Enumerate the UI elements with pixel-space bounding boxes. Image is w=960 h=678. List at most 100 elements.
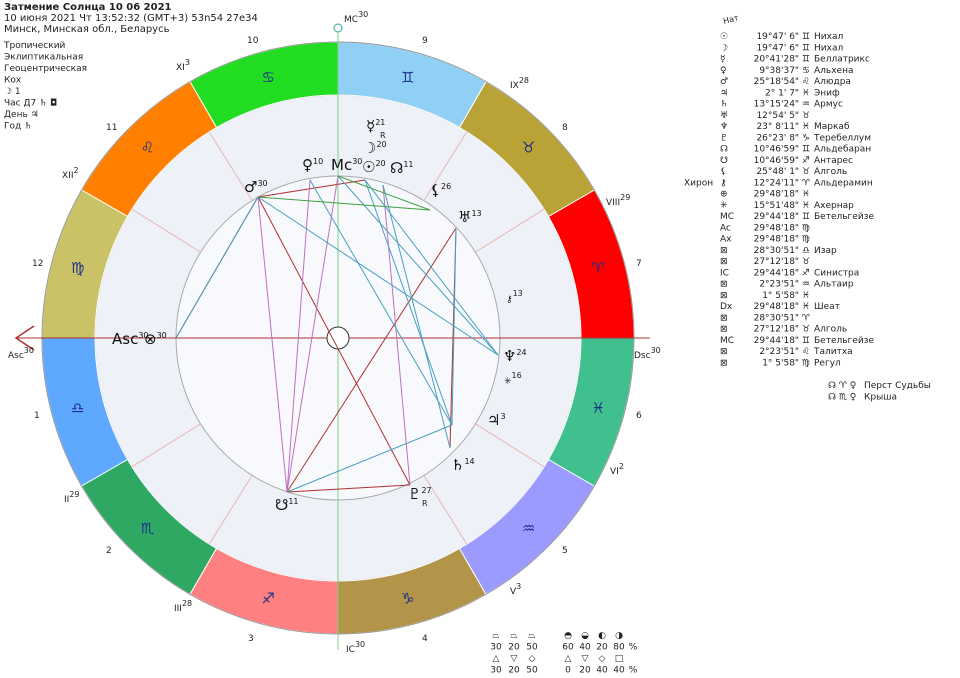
- row-position: 1° 5'58" ♓: [762, 291, 810, 301]
- row-position: 29°44'18" ♊: [754, 212, 810, 222]
- house-degree: 3: [516, 582, 521, 591]
- row-position: 12°24'11" ♈: [754, 178, 811, 188]
- stat-cell: 0: [565, 666, 571, 676]
- row-position: 27°12'18" ♉: [754, 257, 810, 267]
- house-cusp: [131, 423, 201, 468]
- sign-glyph: ♉: [522, 138, 535, 156]
- row-symbol: ♆: [720, 122, 728, 132]
- house-label: 11: [106, 123, 117, 133]
- house-label: 3: [248, 634, 254, 644]
- row-star: Альдерамин: [814, 178, 873, 188]
- row-star: Синистра: [814, 268, 859, 278]
- row-position: 2°23'51" ♌: [759, 347, 810, 357]
- row-star: Нихал: [814, 32, 843, 42]
- title: Затмение Солнца 10 06 2021: [4, 2, 172, 13]
- row-position: 29°48'18" ♓: [754, 302, 810, 312]
- row-position: 25°18'54" ♌: [754, 77, 810, 87]
- house-number: 2: [106, 546, 112, 556]
- row-star: Армус: [814, 100, 843, 110]
- planet-glyph: ✳: [504, 377, 512, 387]
- row-position: 20°41'28" ♊: [754, 55, 810, 65]
- planet-degree: 30: [257, 179, 267, 188]
- house-number: 5: [562, 546, 568, 556]
- row-symbol: Ac: [720, 223, 731, 233]
- stat-cell: ◇: [599, 654, 606, 664]
- aspect-line: [451, 227, 457, 426]
- row-star: Алголь: [814, 325, 847, 335]
- planet-label: ♂30: [244, 178, 268, 196]
- row-star: Талитха: [813, 347, 853, 357]
- planet-glyph: Asc: [112, 330, 138, 348]
- house-number: 12: [32, 259, 43, 269]
- house-label: 10: [247, 36, 259, 46]
- house-label: II29: [64, 490, 80, 505]
- house-label: MC30: [344, 10, 368, 25]
- house-number: Asc: [8, 351, 24, 361]
- planet-glyph: ♄: [451, 456, 464, 474]
- row-symbol: ⊕: [720, 190, 728, 200]
- stat-cell: %: [629, 666, 638, 676]
- planet-label: ☊11: [390, 159, 414, 177]
- setting: Час Д7 ♄ ◘: [4, 99, 57, 109]
- row-symbol: ⊠: [720, 325, 728, 335]
- row-star: Шеат: [814, 302, 840, 312]
- stat-cell: 20: [508, 666, 520, 676]
- planet-degree: 11: [403, 160, 413, 169]
- house-cusp: [475, 423, 545, 468]
- planet-label: ♃3: [487, 411, 506, 429]
- setting: Тропический: [3, 41, 66, 51]
- row-symbol: IC: [720, 268, 729, 278]
- planet-label: ⚷13: [506, 289, 523, 305]
- planet-degree: 30: [157, 331, 167, 340]
- row-star: Бетельгейзе: [814, 212, 874, 222]
- house-number: Dsc: [634, 351, 651, 361]
- stat-cell: 20: [508, 643, 520, 653]
- house-label: 4: [422, 634, 428, 644]
- sign-glyph: ♎: [71, 399, 84, 417]
- aspect-line: [382, 184, 411, 486]
- row-star: Алюдра: [814, 77, 851, 87]
- row-symbol: ✳: [720, 201, 728, 211]
- planet-label: ✳16: [504, 371, 522, 387]
- house-label: III28: [174, 599, 192, 614]
- house-number: 7: [636, 259, 642, 269]
- row-symbol: ⊠: [720, 313, 728, 323]
- sign-glyph: ♑: [401, 589, 414, 607]
- row-position: 28°30'51" ♎: [754, 246, 810, 256]
- row-symbol: MC: [720, 212, 734, 222]
- row-position: 2° 1' 7" ♓: [765, 88, 810, 98]
- row-star: Антарес: [814, 156, 853, 166]
- house-label: IX28: [510, 76, 529, 91]
- house-degree: 2: [73, 166, 78, 175]
- house-number: 6: [636, 411, 642, 421]
- row-position: 2°23'51" ♒: [759, 280, 810, 290]
- row-position: 10°46'59" ♊: [754, 145, 810, 155]
- asc-arrow: [14, 325, 35, 351]
- planet-glyph: ♅: [458, 208, 471, 226]
- planet-degree: 27: [421, 486, 431, 495]
- aspect-line: [257, 179, 366, 198]
- row-symbol: ♄: [720, 100, 728, 110]
- aspect-line: [257, 196, 411, 486]
- row-symbol: ⊠: [720, 347, 728, 357]
- planet-label: ☿21: [366, 117, 385, 135]
- house-label: Asc30: [8, 346, 34, 361]
- aspect-line: [337, 175, 499, 356]
- planet-label: ⊗30: [144, 330, 167, 348]
- stat-cell: 50: [526, 643, 538, 653]
- row-symbol: ⊠: [720, 280, 728, 290]
- stat-cell: 30: [490, 666, 502, 676]
- house-cusp: [208, 475, 253, 545]
- row-position: 19°47' 6" ♊: [756, 32, 810, 42]
- row-position: 29°48'18" ♓: [754, 190, 810, 200]
- house-number: 3: [248, 634, 254, 644]
- house-number: IX: [510, 81, 519, 91]
- aspect-line: [309, 179, 453, 426]
- sign-glyph: ♏: [141, 520, 155, 538]
- row-symbol: ⊠: [720, 291, 728, 301]
- row-symbol: ☉: [720, 32, 728, 42]
- house-degree: 30: [355, 640, 365, 649]
- aspect-line: [337, 175, 431, 211]
- planet-degree: 16: [512, 371, 522, 380]
- house-cusp: [475, 208, 545, 253]
